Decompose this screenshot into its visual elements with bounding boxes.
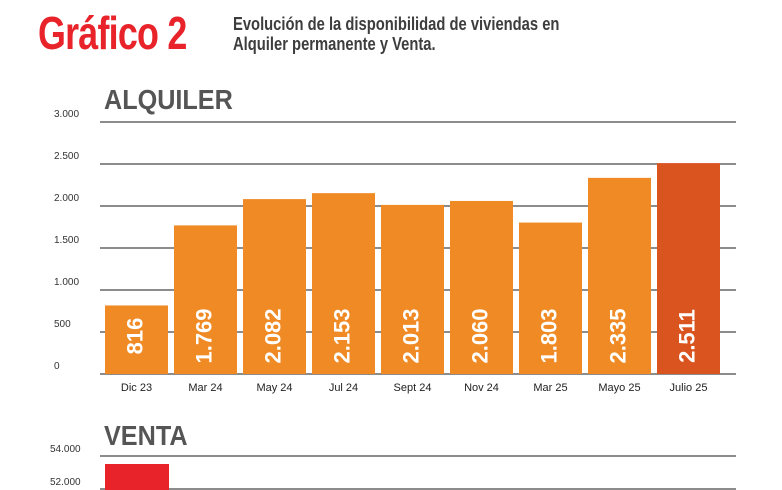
alquiler-bar [105, 305, 168, 374]
chart-number-title: Gráfico 2 [38, 7, 187, 59]
chart-subtitle-line-2: Alquiler permanente y Venta. [233, 34, 436, 54]
venta-y-tick-label: 52.000 [50, 477, 81, 488]
alquiler-bar [657, 163, 720, 374]
alquiler-bar [243, 199, 306, 374]
alquiler-y-tick-label: 2.000 [54, 193, 79, 204]
alquiler-bar-value-label: 1.769 [191, 308, 216, 363]
alquiler-bar-value-label: 2.082 [260, 308, 285, 363]
alquiler-bar-value-label: 2.060 [467, 308, 492, 363]
alquiler-section-title: ALQUILER [104, 84, 233, 115]
alquiler-bar-value-label: 2.013 [398, 308, 423, 363]
alquiler-x-tick-label: Mar 25 [533, 382, 567, 394]
alquiler-x-tick-label: Jul 24 [329, 382, 358, 394]
venta-section-title: VENTA [104, 420, 188, 451]
alquiler-x-tick-label: Dic 23 [121, 382, 152, 394]
alquiler-x-tick-label: Mar 24 [188, 382, 222, 394]
alquiler-x-tick-label: Julio 25 [670, 382, 708, 394]
alquiler-bar-value-label: 2.511 [674, 309, 699, 363]
alquiler-x-tick-label: May 24 [256, 382, 292, 394]
alquiler-bar [519, 222, 582, 374]
alquiler-bar-value-label: 1.803 [536, 308, 561, 363]
alquiler-bar [381, 204, 444, 374]
alquiler-y-tick-label: 2.500 [54, 151, 79, 162]
chart-subtitle-line-1: Evolución de la disponibilidad de vivien… [233, 14, 560, 34]
alquiler-bar-value-label: 2.153 [329, 308, 354, 363]
venta-y-tick-label: 54.000 [50, 444, 81, 455]
alquiler-y-tick-label: 1.000 [54, 277, 79, 288]
alquiler-y-tick-label: 500 [54, 319, 71, 330]
alquiler-bar [312, 193, 375, 374]
alquiler-bar-value-label: 2.335 [605, 308, 630, 363]
alquiler-x-tick-label: Nov 24 [464, 382, 499, 394]
alquiler-bar [174, 225, 237, 374]
alquiler-bar-value-label: 816 [122, 318, 147, 355]
chart-header: Gráfico 2 Evolución de la disponibilidad… [38, 8, 631, 58]
alquiler-bar [450, 200, 513, 374]
chart-subtitle: Evolución de la disponibilidad de vivien… [233, 14, 559, 54]
alquiler-x-tick-label: Mayo 25 [598, 382, 640, 394]
venta-bar [105, 464, 169, 490]
alquiler-y-tick-label: 1.500 [54, 235, 79, 246]
alquiler-y-tick-label: 0 [54, 361, 60, 372]
alquiler-y-tick-label: 3.000 [54, 109, 79, 120]
alquiler-bar [588, 177, 651, 374]
alquiler-x-tick-label: Sept 24 [394, 382, 432, 394]
